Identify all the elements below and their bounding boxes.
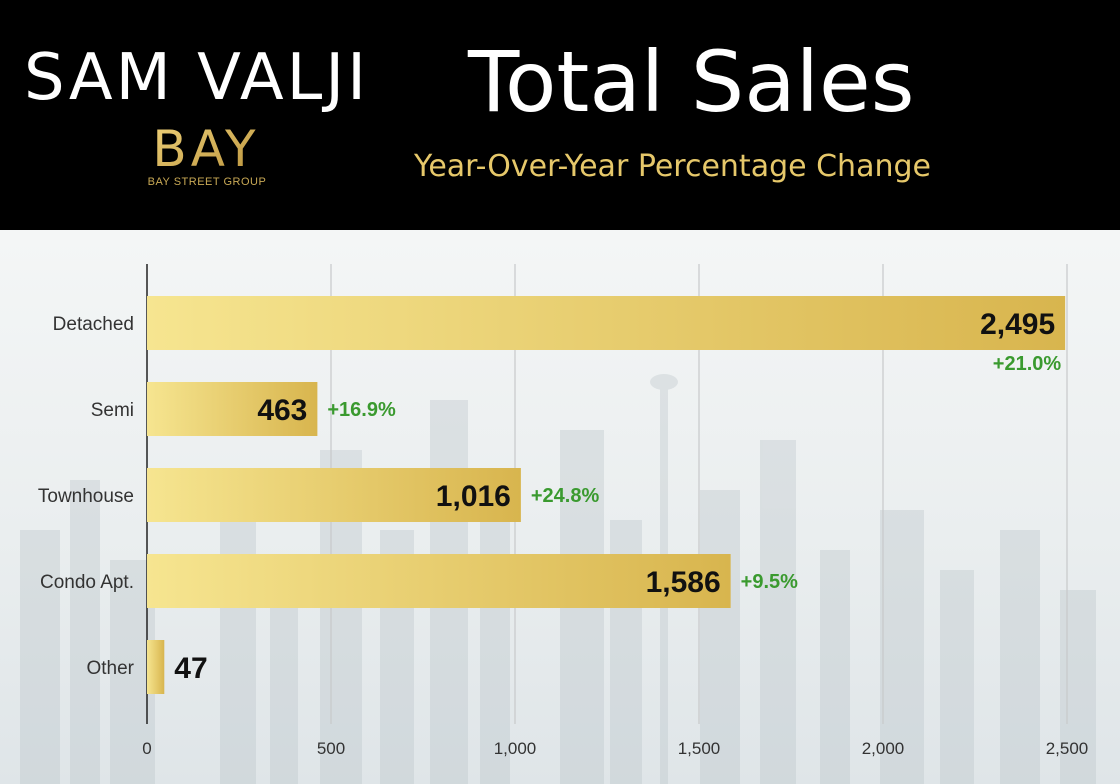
yoy-change-label: +9.5% (741, 571, 798, 593)
logo-wordmark: BAY (152, 120, 259, 178)
x-tick-label: 1,000 (494, 739, 537, 758)
yoy-change-label: +24.8% (531, 485, 600, 507)
yoy-change-label: +21.0% (993, 353, 1062, 375)
header: SAM VALJI BAY BAY STREET GROUP Total Sal… (0, 0, 1120, 230)
bay-logo: BAY (152, 120, 259, 178)
category-label: Townhouse (38, 486, 134, 507)
value-label: 1,586 (646, 566, 721, 599)
x-tick-label: 2,500 (1046, 739, 1089, 758)
y-category-labels: Detached Semi Townhouse Condo Apt. Other (38, 314, 135, 679)
skyline-building (220, 510, 256, 784)
bars: 2,495 +21.0% 463 +16.9% 1,016 +24.8% 1,586 +9.5… (147, 296, 1066, 694)
bar (147, 468, 521, 522)
bar-chart: 2,495 +21.0% 463 +16.9% 1,016 +24.8% 1,586 +9.5… (0, 230, 1120, 784)
skyline-building (940, 570, 974, 784)
skyline-tower-pod (650, 374, 678, 390)
skyline-building (760, 440, 796, 784)
category-label: Detached (53, 314, 134, 335)
skyline-building (700, 490, 740, 784)
yoy-change-label: +16.9% (327, 399, 396, 421)
x-tick-label: 0 (142, 739, 151, 758)
value-label: 1,016 (436, 480, 511, 513)
chart-subtitle: Year-Over-Year Percentage Change (414, 149, 931, 184)
category-label: Semi (91, 400, 134, 421)
skyline-building (270, 590, 298, 784)
skyline-building (1000, 530, 1040, 784)
chart-title: Total Sales (468, 33, 915, 131)
bar (147, 296, 1066, 350)
skyline-building (820, 550, 850, 784)
x-tick-label: 2,000 (862, 739, 905, 758)
bar (147, 554, 731, 608)
skyline-building (20, 530, 60, 784)
brand-name: SAM VALJI (24, 41, 370, 115)
value-label: 47 (174, 652, 207, 685)
value-label: 2,495 (980, 308, 1055, 341)
skyline-building (70, 480, 100, 784)
x-tick-labels: 0 500 1,000 1,500 2,000 2,500 (142, 739, 1088, 758)
category-label: Other (86, 658, 134, 679)
value-label: 463 (257, 394, 307, 427)
bar (147, 640, 165, 694)
x-tick-label: 500 (317, 739, 345, 758)
logo-subtext: BAY STREET GROUP (147, 176, 267, 188)
category-label: Condo Apt. (40, 572, 134, 593)
skyline-building (480, 470, 510, 784)
bar (147, 382, 318, 436)
skyline-building (880, 510, 924, 784)
skyline-building (1060, 590, 1096, 784)
x-tick-label: 1,500 (678, 739, 721, 758)
